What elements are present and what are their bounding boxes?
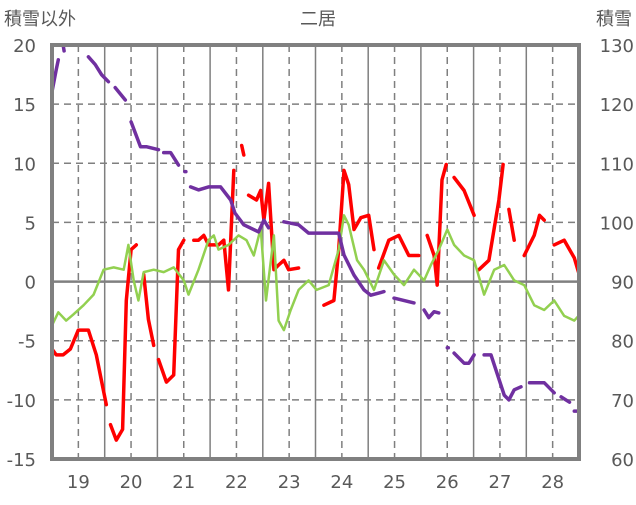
x-tick-label: 25 [383,472,406,493]
grid [52,45,579,459]
purple-series-segment [161,150,181,167]
left-y-tick-label: -10 [7,391,36,412]
red-series-segment [477,162,505,272]
red-series-segment [50,328,109,407]
left-y-tick-label: 20 [13,36,36,57]
purple-series-segment [527,380,556,395]
left-y-tick-label: 5 [25,213,36,234]
purple-series-segment [188,185,271,234]
green-series [50,214,580,332]
right-axis-title: 積雪 [596,9,632,30]
green-series-segment [50,214,580,332]
purple-series-segment [282,220,386,297]
red-series-segment [507,207,516,242]
right-y-tick-label: 60 [611,450,634,471]
right-y-tick-label: 80 [611,332,634,353]
red-series-segment [246,181,301,272]
red-series-segment [376,233,421,270]
right-y-tick-label: 120 [600,95,634,116]
purple-series [50,43,581,413]
left-axis-title: 積雪以外 [4,9,76,30]
x-tick-label: 19 [67,472,90,493]
red-series-segment [522,213,546,258]
red-series [50,143,581,442]
red-series-segment [452,175,476,218]
left-y-tick-label: -15 [7,450,36,471]
red-series-segment [108,243,139,442]
purple-series-segment [422,308,441,320]
left-y-tick-label: -5 [18,332,36,353]
red-series-segment [322,168,376,307]
purple-series-segment [86,55,111,84]
x-tick-label: 24 [330,472,353,493]
tick-labels: 19 20 21 22 23 24 25 26 27 28 20 15 10 5 0 -5 -10 -15 130 1… [7,36,634,493]
purple-series-segment [482,353,523,402]
purple-series-segment [452,351,476,365]
right-y-tick-label: 110 [600,154,634,175]
x-tick-label: 20 [120,472,143,493]
purple-series-segment [559,395,572,404]
x-tick-label: 23 [278,472,301,493]
plot-frame [50,43,581,461]
right-y-tick-label: 130 [600,36,634,57]
x-tick-label: 27 [488,472,511,493]
red-series-segment [425,162,448,287]
purple-series-segment [392,296,416,305]
left-y-tick-label: 10 [13,154,36,175]
left-y-tick-label: 0 [25,273,36,294]
left-y-tick-label: 15 [13,95,36,116]
red-series-segment [156,238,186,384]
red-series-segment [552,238,581,274]
red-series-segment [141,272,156,348]
x-tick-label: 22 [225,472,248,493]
purple-series-segment [113,85,128,102]
right-y-tick-label: 90 [611,273,634,294]
purple-series-segment [129,120,161,152]
right-y-tick-label: 100 [600,213,634,234]
red-series-segment [192,168,236,292]
x-tick-label: 28 [541,472,564,493]
red-series-segment [239,143,246,157]
x-tick-label: 21 [172,472,195,493]
series-layer [50,43,581,442]
chart-title: 二居 [300,9,336,30]
right-y-tick-label: 70 [611,391,634,412]
x-tick-label: 26 [436,472,459,493]
